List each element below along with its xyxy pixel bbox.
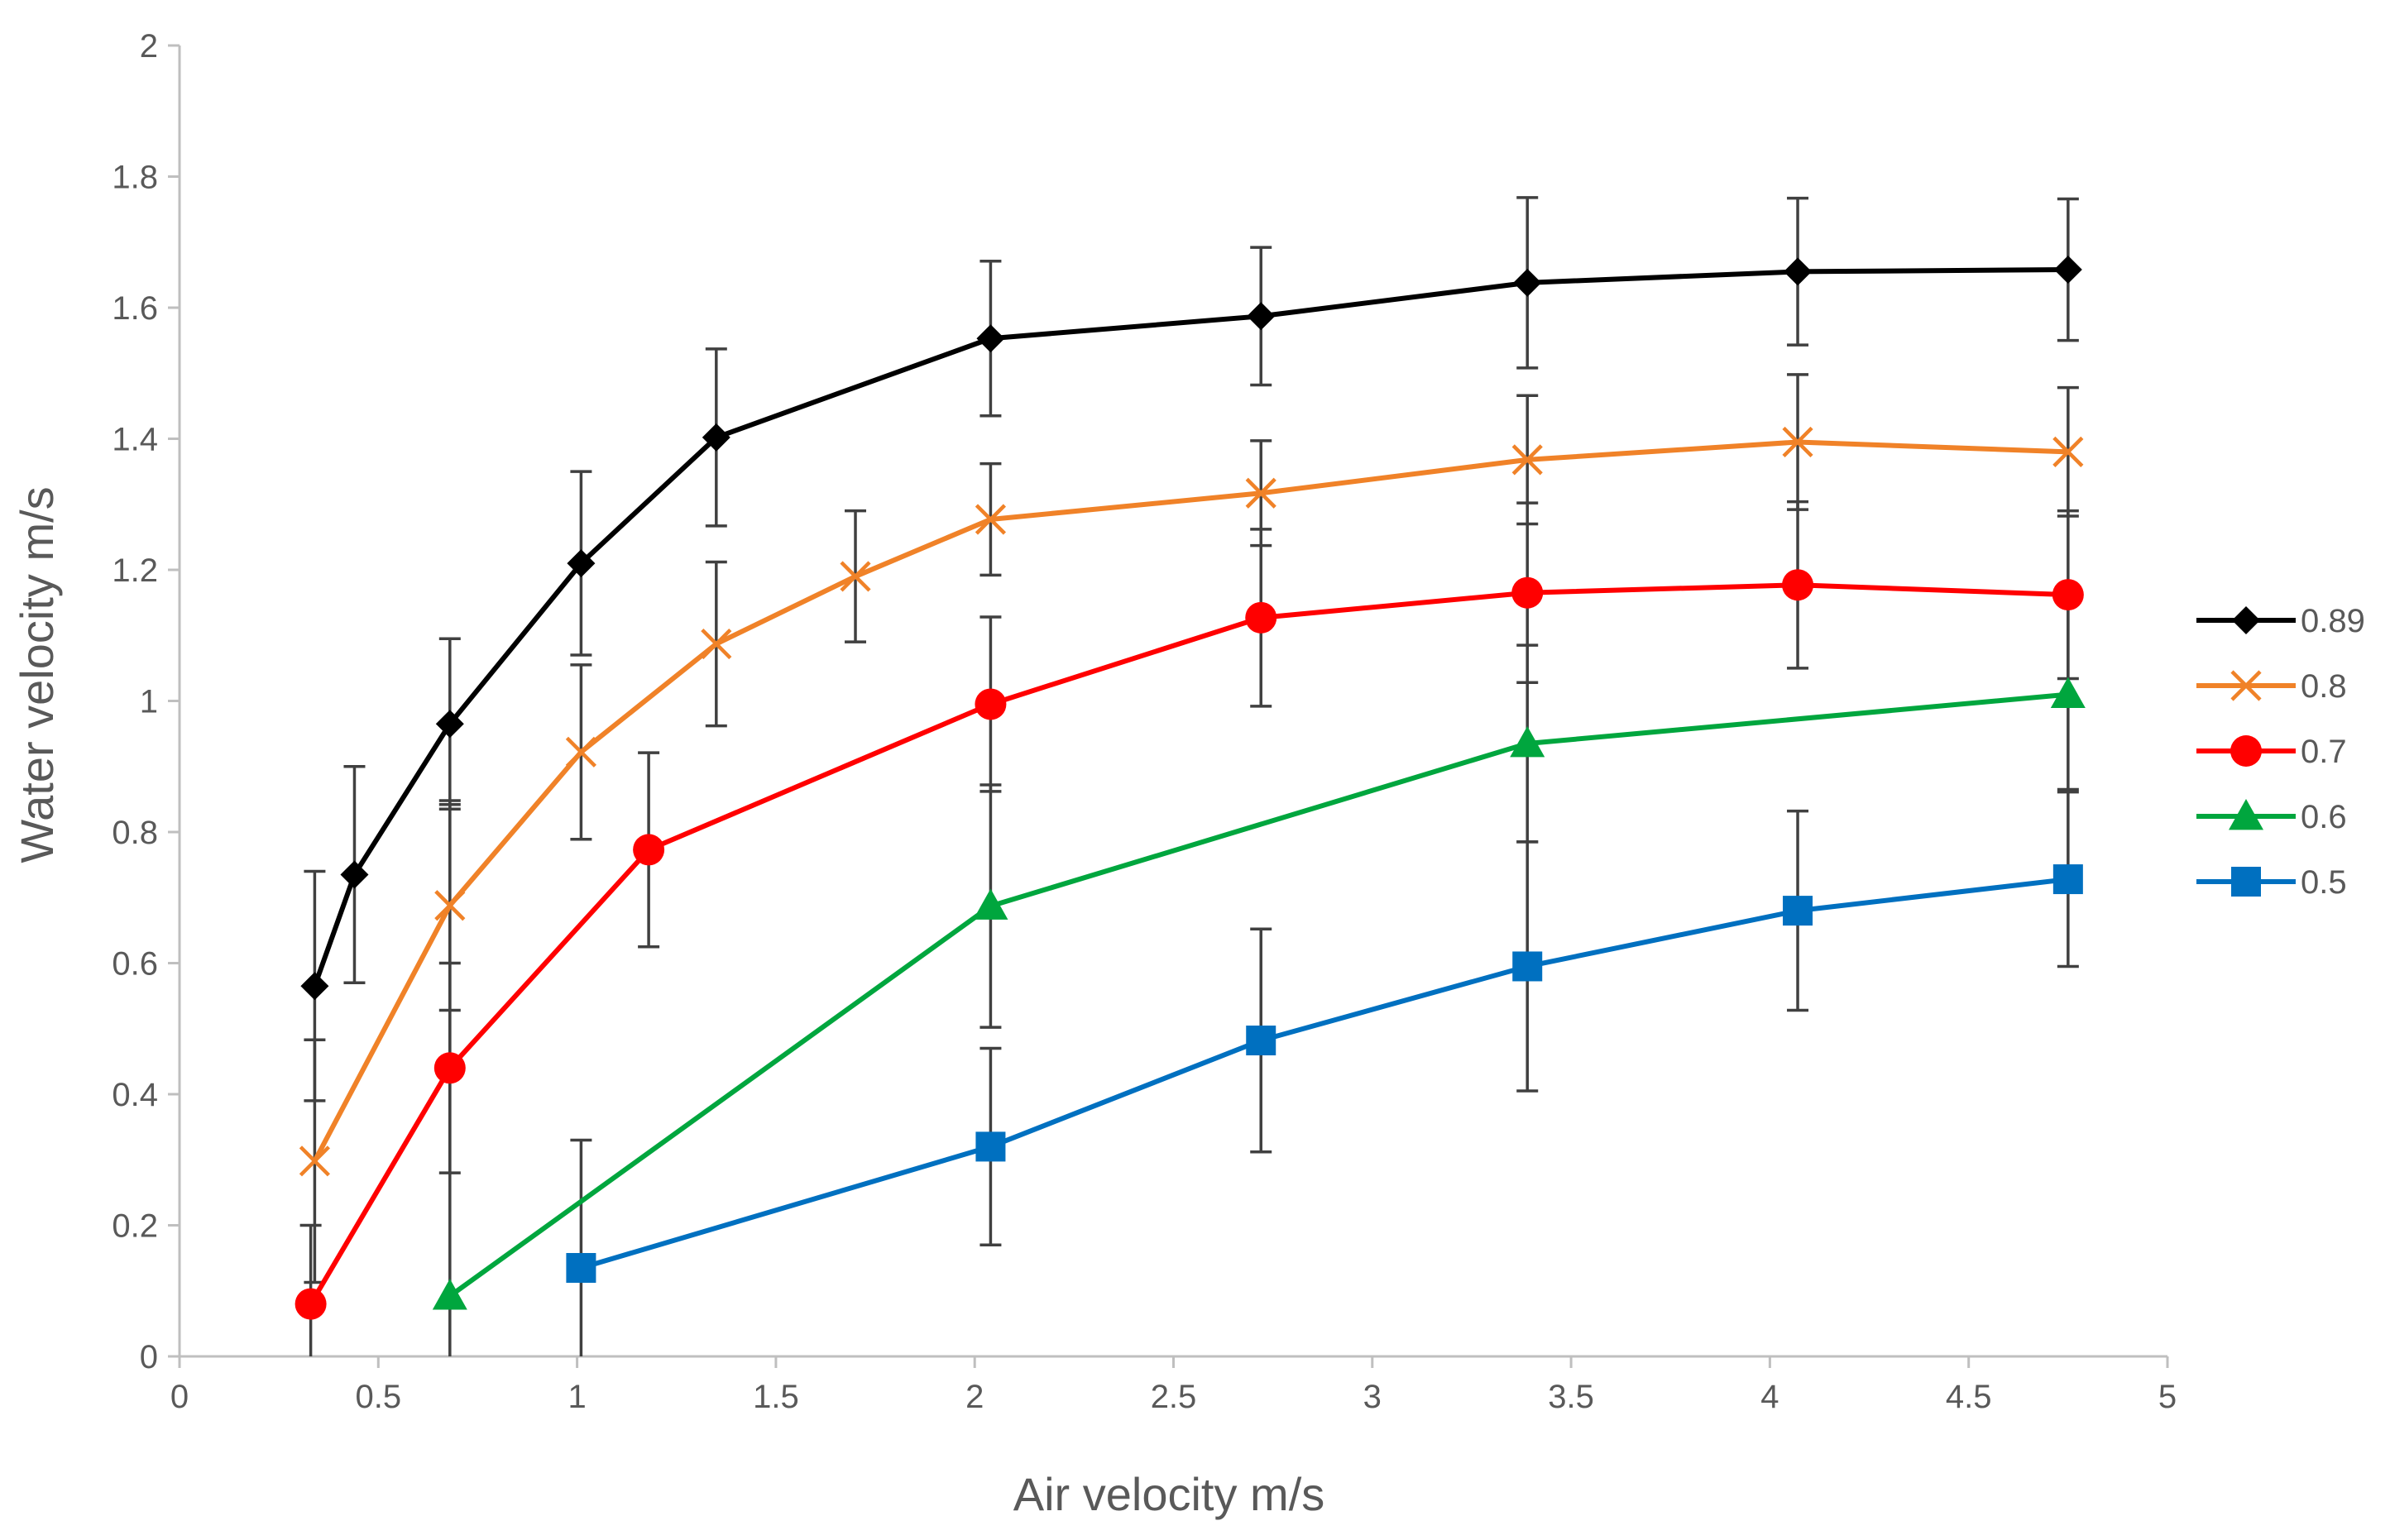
series-0-5-point [1246,1026,1276,1056]
x-tick-label: 2 [965,1379,984,1415]
y-axis-title: Water velocity m/s [11,486,63,863]
series-0-89-point [340,860,369,889]
x-tick-label: 0.5 [355,1379,401,1415]
x-tick-label: 3 [1363,1379,1382,1415]
y-tick-label: 1.6 [112,290,158,327]
series-0-7-point [295,1288,327,1320]
series-0-8-point [975,504,1007,535]
series-0-7-point [433,1052,466,1084]
series-0-8-line [312,439,2068,1163]
x-axis-title: Air velocity m/s [1013,1468,1325,1520]
series-0-8-point [1245,477,1276,509]
x-tick-label: 4.5 [1946,1379,1992,1415]
series-0-8-point [840,561,871,592]
axes: 0 0.2 0.4 0.6 0.8 1 1.2 1.4 1.6 1.8 2 0 0.5 1 1.5 2 2.5 3… [112,28,2177,1415]
series-0-8-point [565,736,596,768]
legend-0-8-marker [2230,670,2262,701]
series-0-8-point [434,890,466,921]
series-0-89-point [976,324,1005,353]
series-0-89-point [1784,257,1813,286]
series-0-7-point [1511,576,1544,609]
x-tick-label: 4 [1760,1379,1779,1415]
series-lines [309,267,2069,1306]
series-0-6-point [432,1279,467,1310]
y-tick-label: 1.2 [112,552,158,589]
series-0-89-point [702,423,730,452]
series-0-8-point [1511,444,1543,476]
x-tick-label: 1.5 [753,1379,799,1415]
series-0-6-point [2050,677,2086,708]
legend-0-7-marker [2230,735,2262,767]
y-tick-label: 0.4 [112,1077,158,1113]
series-0-5-point [1783,896,1813,926]
series-0-7-point [2052,579,2084,611]
series-0-6-point [973,888,1008,920]
y-tick-label: 1 [140,684,158,720]
y-tick-label: 1.8 [112,160,158,196]
series-0-89-point [1247,302,1276,331]
y-tick-label: 0 [140,1339,158,1375]
x-tick-label: 3.5 [1548,1379,1594,1415]
series-0-7-point [975,688,1007,720]
y-tick-label: 1.4 [112,422,158,458]
series-0-89-line [312,267,2068,988]
legend-0-89-label: 0.89 [2301,603,2365,639]
series-0-89-point [567,549,596,578]
legend-0-8-label: 0.8 [2301,668,2347,705]
series-0-89-point [2053,256,2082,285]
series-0-8-point [701,628,732,660]
series-markers [295,256,2086,1320]
y-tick-label: 2 [140,28,158,65]
legend-0-6-label: 0.6 [2301,799,2347,835]
x-tick-label: 0 [170,1379,189,1415]
x-tick-label: 2.5 [1151,1379,1197,1415]
legend-0-89-marker [2232,606,2260,634]
series-0-5-line [580,877,2069,1270]
series-0-6-line [448,691,2069,1298]
y-tick-label: 0.6 [112,946,158,983]
series-0-7-point [1245,601,1277,634]
legend-0-6-marker [2229,799,2263,830]
legend-0-7-label: 0.7 [2301,734,2347,770]
series-0-6-point [1510,726,1545,758]
series-0-8-point [2052,436,2084,467]
series-0-5-point [566,1253,596,1284]
series-0-7-point [1782,569,1814,601]
y-tick-label: 0.8 [112,815,158,851]
series-0-89-point [1513,268,1542,297]
x-tick-label: 1 [568,1379,586,1415]
series-0-89-point [300,972,329,1001]
legend-0-5-label: 0.5 [2301,864,2347,901]
series-0-5-point [2052,864,2083,895]
series-0-89-point [435,710,464,739]
series-0-8-point [299,1145,330,1177]
y-tick-label: 0.2 [112,1208,158,1245]
series-0-7-line [309,582,2068,1306]
series-0-5-point [975,1131,1006,1162]
x-tick-label: 5 [2158,1379,2177,1415]
series-0-8-point [1782,426,1813,458]
legend: 0.89 0.8 0.7 0.6 0.5 [2196,603,2365,901]
series-0-7-point [633,834,665,866]
legend-0-5-marker [2231,867,2261,897]
series-0-5-point [1512,951,1543,982]
